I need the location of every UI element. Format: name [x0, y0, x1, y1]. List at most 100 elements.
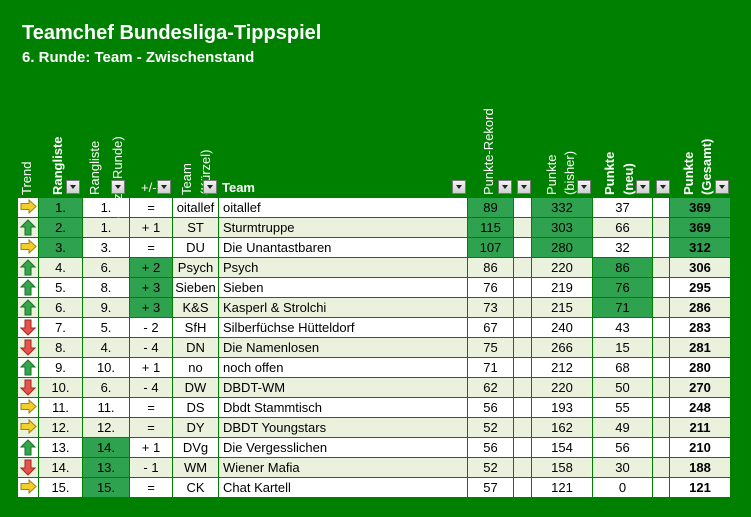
cell-bisher: 240 [532, 318, 592, 337]
filter-dropdown-rekord-b[interactable] [517, 180, 531, 194]
cell-rank: 7. [39, 318, 82, 337]
cell-rekord: 56 [468, 438, 513, 457]
spacer-cell [514, 318, 531, 337]
cell-gesamt: 280 [670, 358, 730, 377]
spacer-cell [653, 298, 669, 317]
cell-neu: 71 [593, 298, 652, 317]
header-rangliste-prev-1: Rangliste [87, 140, 102, 195]
cell-gesamt: 306 [670, 258, 730, 277]
cell-rank: 1. [39, 198, 82, 217]
spacer-cell [653, 338, 669, 357]
cell-rekord: 62 [468, 378, 513, 397]
filter-dropdown-gesamt[interactable] [715, 180, 729, 194]
cell-rank: 13. [39, 438, 82, 457]
cell-delta: + 2 [130, 258, 172, 277]
cell-prev: 13. [83, 458, 129, 477]
cell-rekord: 57 [468, 478, 513, 497]
page-title: Teamchef Bundesliga-Tippspiel [22, 22, 322, 44]
cell-prev: 1. [83, 218, 129, 237]
cell-prev: 6. [83, 378, 129, 397]
cell-prev: 10. [83, 358, 129, 377]
cell-delta: = [130, 478, 172, 497]
filter-dropdown-neu-b[interactable] [656, 180, 670, 194]
cell-rank: 12. [39, 418, 82, 437]
cell-gesamt: 369 [670, 198, 730, 217]
cell-neu: 76 [593, 278, 652, 297]
cell-rank: 10. [39, 378, 82, 397]
cell-rekord: 71 [468, 358, 513, 377]
cell-rank: 11. [39, 398, 82, 417]
header-delta: +/- [141, 180, 157, 195]
cell-rekord: 75 [468, 338, 513, 357]
cell-bisher: 212 [532, 358, 592, 377]
cell-delta: = [130, 398, 172, 417]
cell-team: Silberfüchse Hütteldorf [219, 318, 467, 337]
cell-prev: 4. [83, 338, 129, 357]
cell-team: Chat Kartell [219, 478, 467, 497]
trend-same-arrow-icon [18, 238, 38, 257]
filter-dropdown-rangliste-prev[interactable] [111, 180, 125, 194]
trend-up-arrow-icon [18, 218, 38, 237]
trend-up-arrow-icon [18, 438, 38, 457]
cell-rank: 6. [39, 298, 82, 317]
spacer-cell [514, 238, 531, 257]
spacer-cell [653, 398, 669, 417]
spacer-cell [514, 298, 531, 317]
cell-bisher: 193 [532, 398, 592, 417]
cell-short: DN [173, 338, 218, 357]
cell-team: Die Unantastbaren [219, 238, 467, 257]
cell-team: DBDT-WM [219, 378, 467, 397]
cell-delta: - 4 [130, 338, 172, 357]
cell-delta: + 1 [130, 218, 172, 237]
cell-short: DVg [173, 438, 218, 457]
header-neu-2: (neu) [621, 163, 636, 195]
cell-prev: 11. [83, 398, 129, 417]
cell-delta: = [130, 238, 172, 257]
spacer-cell [514, 478, 531, 497]
spacer-cell [653, 478, 669, 497]
header-bisher-1: Punkte [544, 154, 559, 195]
trend-down-arrow-icon [18, 458, 38, 477]
spacer-cell [653, 278, 669, 297]
trend-up-arrow-icon [20, 279, 36, 296]
filter-dropdown-rekord-a[interactable] [498, 180, 512, 194]
cell-short: K&S [173, 298, 218, 317]
filter-dropdown-rangliste[interactable] [66, 180, 80, 194]
cell-neu: 55 [593, 398, 652, 417]
trend-up-arrow-icon [18, 278, 38, 297]
cell-bisher: 215 [532, 298, 592, 317]
trend-up-arrow-icon [18, 298, 38, 317]
header-gesamt-2: (Gesamt) [699, 138, 714, 195]
filter-dropdown-team[interactable] [452, 180, 466, 194]
cell-neu: 30 [593, 458, 652, 477]
filter-dropdown-bisher[interactable] [577, 180, 591, 194]
spacer-cell [514, 418, 531, 437]
trend-down-arrow-icon [20, 379, 36, 396]
trend-up-arrow-icon [20, 359, 36, 376]
spacer-cell [653, 378, 669, 397]
spacer-cell [514, 398, 531, 417]
cell-gesamt: 295 [670, 278, 730, 297]
trend-same-arrow-icon [18, 198, 38, 217]
cell-team: Kasperl & Strolchi [219, 298, 467, 317]
filter-dropdown-neu-a[interactable] [636, 180, 650, 194]
filter-dropdown-delta[interactable] [157, 180, 171, 194]
cell-short: ST [173, 218, 218, 237]
spacer-cell [514, 198, 531, 217]
spacer-cell [514, 378, 531, 397]
cell-rekord: 73 [468, 298, 513, 317]
cell-short: WM [173, 458, 218, 477]
filter-dropdown-team-short[interactable] [203, 180, 217, 194]
cell-team: oitallef [219, 198, 467, 217]
page-subtitle: 6. Runde: Team - Zwischenstand [22, 49, 255, 66]
spacer-cell [653, 258, 669, 277]
cell-bisher: 266 [532, 338, 592, 357]
cell-short: no [173, 358, 218, 377]
cell-gesamt: 286 [670, 298, 730, 317]
cell-bisher: 220 [532, 378, 592, 397]
cell-bisher: 158 [532, 458, 592, 477]
cell-gesamt: 248 [670, 398, 730, 417]
cell-team: Dbdt Stammtisch [219, 398, 467, 417]
cell-rank: 3. [39, 238, 82, 257]
spacer-cell [514, 338, 531, 357]
